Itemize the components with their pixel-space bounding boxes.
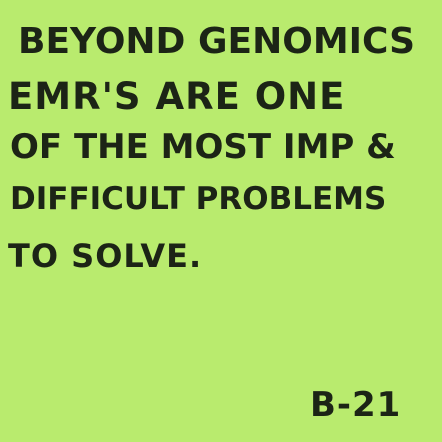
- note-line-3: OF THE MOST IMP &: [10, 127, 396, 167]
- note-line-4: DIFFICULT PROBLEMS: [10, 181, 387, 217]
- note-line-2: EMR'S ARE ONE: [8, 75, 346, 118]
- note-line-1: BEYOND GENOMICS: [18, 21, 416, 62]
- note-line-5: TO SOLVE.: [8, 237, 203, 275]
- note-signature: B-21: [310, 385, 402, 425]
